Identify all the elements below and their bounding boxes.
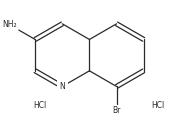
Text: Br: Br [112,106,121,115]
Text: HCl: HCl [34,101,47,110]
Text: NH₂: NH₂ [3,20,17,29]
Text: HCl: HCl [152,101,165,110]
Text: N: N [59,82,65,91]
